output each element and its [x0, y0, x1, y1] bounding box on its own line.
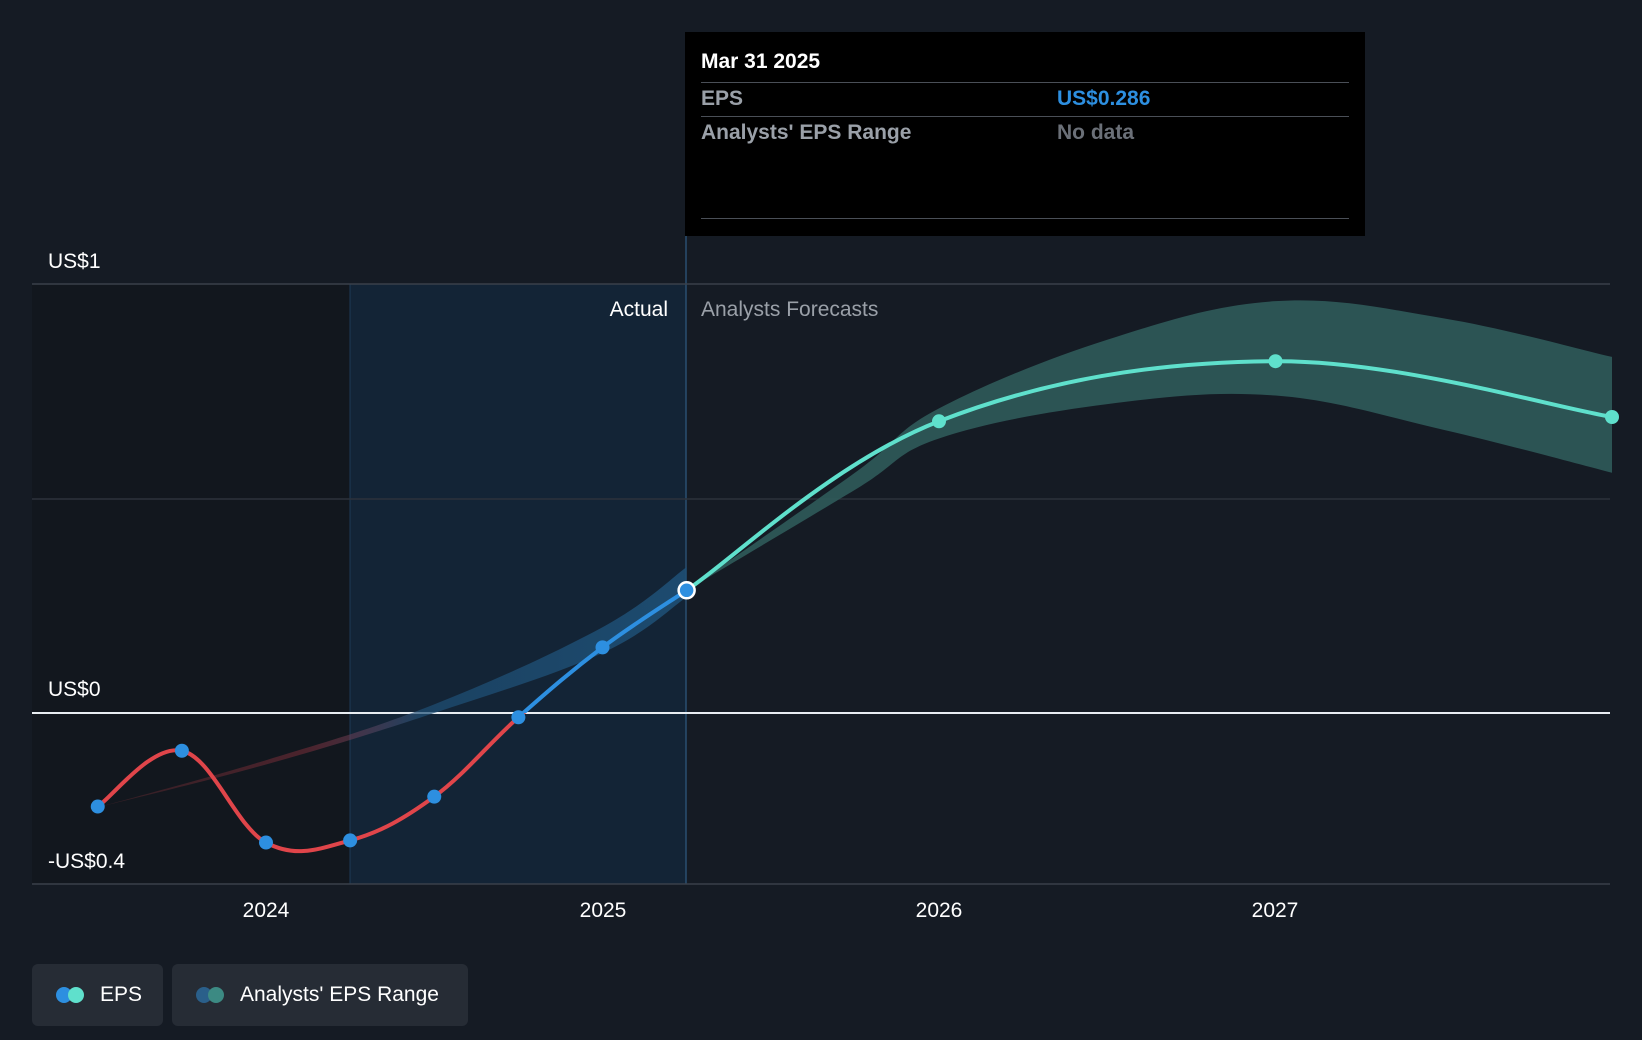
eps-actual-point[interactable]	[343, 833, 358, 848]
y-label-0: US$0	[48, 678, 101, 701]
y-label-1: US$1	[48, 250, 101, 273]
eps-actual-line-negative	[95, 713, 527, 854]
tooltip-eps-value: US$0.286	[1057, 87, 1151, 110]
legend-eps[interactable]: EPS	[32, 964, 163, 1026]
legend-range-label: Analysts' EPS Range	[240, 983, 439, 1006]
y-label-neg: -US$0.4	[48, 850, 125, 873]
analysts-eps-range-band	[686, 300, 1612, 591]
eps-forecast-point[interactable]	[1268, 354, 1283, 369]
tooltip-range-label: Analysts' EPS Range	[701, 121, 912, 144]
eps-actual-point[interactable]	[595, 640, 610, 655]
tooltip-range-row: Analysts' EPS Range No data	[701, 116, 1349, 151]
x-tick-2024: 2024	[243, 899, 290, 922]
eps-forecast-line	[684, 359, 1614, 593]
actual-region-shade	[350, 284, 686, 884]
eps-actual-line-positive	[520, 588, 689, 713]
eps-actual-point[interactable]	[511, 710, 526, 725]
x-tick-2025: 2025	[580, 899, 627, 922]
eps-forecast-point[interactable]	[1605, 409, 1619, 424]
range-legend-icon	[196, 986, 228, 1004]
past-region-shade	[32, 284, 350, 884]
eps-legend-icon	[56, 986, 88, 1004]
eps-actual-point[interactable]	[90, 799, 105, 814]
legend-analysts-range[interactable]: Analysts' EPS Range	[172, 964, 468, 1026]
eps-actual-point[interactable]	[677, 581, 696, 600]
tooltip-range-value: No data	[1057, 121, 1135, 144]
eps-actual-point[interactable]	[259, 835, 273, 850]
forecast-label: Analysts Forecasts	[701, 298, 878, 321]
tooltip-date: Mar 31 2025	[701, 50, 821, 73]
x-tick-2026: 2026	[916, 899, 963, 922]
eps-actual-point[interactable]	[174, 743, 189, 758]
x-tick-2027: 2027	[1252, 899, 1299, 922]
tooltip-divider	[701, 218, 1349, 219]
tooltip: Mar 31 2025 EPS US$0.286 Analysts' EPS R…	[685, 32, 1365, 236]
eps-forecast-point[interactable]	[932, 414, 946, 429]
tooltip-eps-label: EPS	[701, 87, 744, 110]
eps-actual-point[interactable]	[427, 789, 442, 804]
tooltip-eps-row: EPS US$0.286	[701, 82, 1349, 117]
actual-label: Actual	[610, 298, 668, 321]
legend-eps-label: EPS	[100, 983, 143, 1006]
